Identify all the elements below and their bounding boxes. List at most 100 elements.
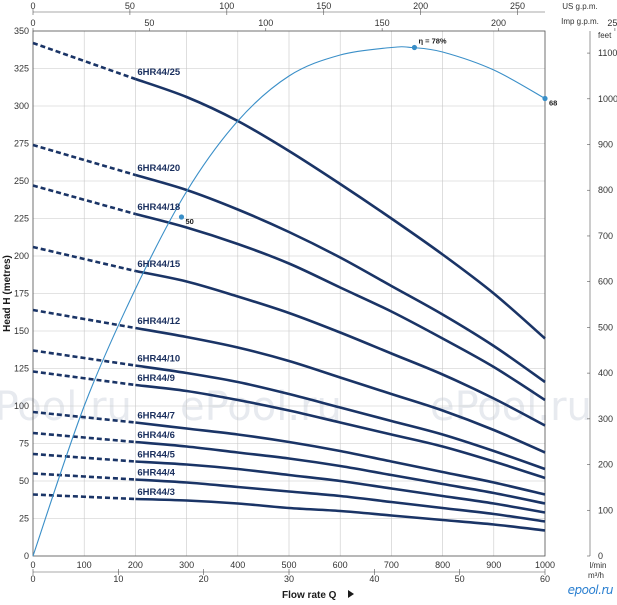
feet-tick-label: 0 [598, 551, 603, 561]
feet-tick-label: 800 [598, 185, 613, 195]
axes-layer [32, 9, 616, 575]
x-tick-label: 1000 [535, 560, 555, 570]
series-dashed-6HR44/7 [32, 410, 136, 424]
y-tick-label: 175 [14, 289, 29, 299]
series-dashed-6HR44/4 [32, 472, 136, 481]
series-dashed-6HR44/18 [32, 184, 136, 216]
feet-tick-label: 100 [598, 505, 613, 515]
watermark-text-1: ePool.ru [180, 384, 342, 430]
efficiency-point-2 [542, 95, 548, 102]
series-line-6HR44/4 [135, 478, 546, 523]
y-tick-label: 50 [19, 476, 29, 486]
imp-gpm-tick-label: 150 [375, 18, 390, 28]
y-tick-label: 125 [14, 364, 29, 374]
feet-tick-label: 400 [598, 368, 613, 378]
x-tick-label: 200 [128, 560, 143, 570]
site-logo: epool.ru [567, 583, 614, 597]
y-axis-title: Head H (metres) [2, 255, 13, 332]
y-tick-label: 350 [14, 26, 29, 36]
us-gpm-tick-label: 0 [30, 1, 35, 11]
imp-gpm-tick-label: 250 [607, 18, 617, 28]
series-label-6HR44/25: 6HR44/25 [137, 67, 180, 78]
feet-tick-label: 1000 [598, 94, 617, 104]
y-tick-label: 300 [14, 101, 29, 111]
feet-unit-label: feet [598, 31, 612, 40]
series-label-6HR44/15: 6HR44/15 [137, 259, 180, 270]
series-label-6HR44/7: 6HR44/7 [137, 411, 175, 422]
x-tick-label: 900 [486, 560, 501, 570]
series-dashed-6HR44/15 [32, 245, 136, 273]
y-tick-label: 75 [19, 439, 29, 449]
series-line-6HR44/10 [135, 364, 546, 471]
efficiency-layer [32, 44, 548, 557]
series-line-6HR44/7 [135, 421, 546, 496]
series-label-6HR44/20: 6HR44/20 [137, 163, 180, 174]
y-tick-label: 275 [14, 139, 29, 149]
us-gpm-unit-label: US g.p.m. [562, 2, 598, 11]
us-gpm-tick-label: 150 [316, 1, 331, 11]
m3h-unit-label: m³/h [588, 571, 604, 580]
series-dashed-6HR44/6 [32, 431, 136, 444]
series-line-6HR44/25 [134, 77, 546, 340]
x-tick-label: 300 [179, 560, 194, 570]
series-line-6HR44/20 [135, 173, 546, 384]
series-layer [32, 41, 546, 532]
imp-gpm-tick-label: 50 [144, 18, 154, 28]
y-tick-label: 25 [19, 514, 29, 524]
series-label-6HR44/5: 6HR44/5 [137, 450, 175, 461]
series-dashed-6HR44/5 [32, 452, 136, 463]
series-dashed-6HR44/20 [32, 143, 136, 177]
series-label-6HR44/6: 6HR44/6 [137, 430, 175, 441]
y-tick-label: 200 [14, 251, 29, 261]
x-tick-label: 0 [30, 560, 35, 570]
series-line-6HR44/12 [135, 326, 546, 454]
series-label-6HR44/9: 6HR44/9 [137, 373, 175, 384]
x-tick-label: 700 [384, 560, 399, 570]
efficiency-point-1 [411, 44, 418, 51]
series-dashed-6HR44/9 [32, 370, 136, 387]
y-tick-label: 0 [24, 551, 29, 561]
us-gpm-tick-label: 50 [125, 1, 135, 11]
series-dashed-6HR44/10 [32, 349, 136, 367]
m3h-tick-label: 10 [113, 574, 123, 584]
watermark-text-0: ePool.ru [0, 384, 132, 430]
plot-frame [32, 30, 546, 557]
feet-tick-label: 600 [598, 277, 613, 287]
series-line-6HR44/18 [135, 212, 546, 402]
efficiency-label-1: η = 78% [418, 37, 446, 46]
m3h-tick-label: 20 [199, 574, 209, 584]
series-line-6HR44/9 [135, 383, 546, 480]
x-tick-label: 400 [230, 560, 245, 570]
feet-tick-label: 300 [598, 414, 613, 424]
y-tick-label: 150 [14, 326, 29, 336]
efficiency-label-0: 50 [185, 217, 193, 226]
feet-tick-label: 700 [598, 231, 613, 241]
us-gpm-tick-label: 100 [219, 1, 234, 11]
series-line-6HR44/5 [135, 460, 546, 514]
series-label-6HR44/4: 6HR44/4 [137, 468, 175, 479]
us-gpm-tick-label: 250 [510, 1, 525, 11]
x-axis-title: Flow rate Q [282, 590, 337, 600]
efficiency-label-2: 68 [549, 99, 557, 108]
series-label-6HR44/18: 6HR44/18 [137, 202, 180, 213]
imp-gpm-unit-label: Imp g.p.m. [561, 17, 599, 26]
x-tick-label: 600 [333, 560, 348, 570]
efficiency-point-0 [178, 214, 185, 220]
imp-gpm-tick-label: 0 [30, 18, 35, 28]
feet-tick-label: 900 [598, 140, 613, 150]
m3h-tick-label: 40 [369, 574, 379, 584]
series-dashed-6HR44/3 [32, 493, 136, 501]
series-label-6HR44/3: 6HR44/3 [137, 487, 175, 498]
x-tick-label: 800 [435, 560, 450, 570]
x-unit-label: l/min [590, 561, 607, 570]
series-label-6HR44/12: 6HR44/12 [137, 316, 180, 327]
series-line-6HR44/6 [135, 440, 546, 505]
y-tick-label: 325 [14, 64, 29, 74]
m3h-tick-label: 60 [540, 574, 550, 584]
feet-tick-label: 500 [598, 322, 613, 332]
x-tick-label: 100 [77, 560, 92, 570]
